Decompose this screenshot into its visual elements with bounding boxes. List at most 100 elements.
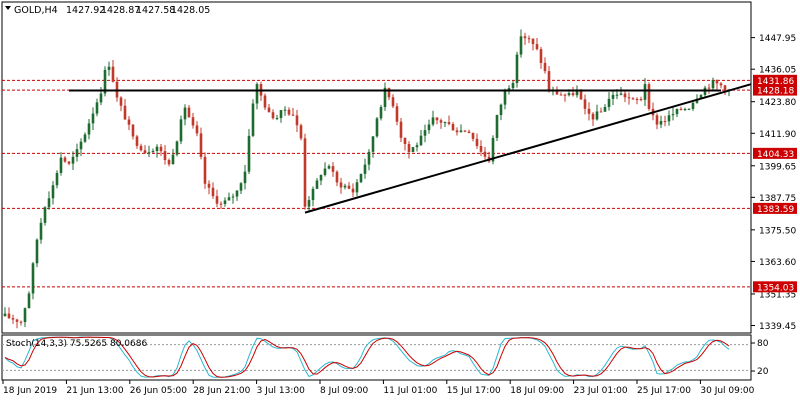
candle <box>667 110 671 126</box>
candle <box>523 32 527 45</box>
candle-body <box>327 166 331 169</box>
candle-body <box>443 122 447 124</box>
candle <box>7 307 11 320</box>
trendline-rising-support <box>304 89 730 214</box>
candle <box>207 180 211 195</box>
candle-body <box>231 196 235 198</box>
candle-body <box>407 143 411 152</box>
stoch-d-line <box>4 336 730 378</box>
candle <box>267 103 271 113</box>
time-tick-label: 25 Jul 17:00 <box>637 386 691 396</box>
candle-body <box>503 89 507 105</box>
candle-body <box>655 115 659 125</box>
candle <box>423 124 427 143</box>
candle <box>339 177 343 194</box>
candle-body <box>479 146 483 152</box>
candle <box>411 146 415 153</box>
candle-body <box>459 130 463 133</box>
candle <box>623 90 627 103</box>
stoch-level-80: 80 <box>757 339 769 349</box>
candle <box>239 182 243 194</box>
candle-body <box>23 308 27 323</box>
candle-body <box>235 190 239 197</box>
candle <box>203 152 207 189</box>
candle-body <box>227 197 231 201</box>
candle-body <box>299 125 303 139</box>
candle-body <box>663 121 667 123</box>
ohlc-low: 1427.58 <box>136 5 175 16</box>
candle-body <box>435 117 439 121</box>
candle <box>19 320 23 326</box>
candle-body <box>431 117 435 125</box>
candle-body <box>679 108 683 110</box>
candle <box>63 156 67 163</box>
candle <box>107 61 111 76</box>
candle-body <box>619 93 623 95</box>
candle <box>275 114 279 121</box>
candle-body <box>167 160 171 165</box>
time-axis: 18 Jun 2019 21 Jun 13:00 26 Jun 05:00 28 Ju… <box>2 380 755 396</box>
candle <box>395 103 399 126</box>
stochastic-label: Stoch(14,3,3) 75.5265 80.0686 <box>6 339 147 349</box>
candle <box>331 162 335 177</box>
price-tick-label: 1339.45 <box>759 322 796 332</box>
candle <box>87 119 91 140</box>
candle-body <box>195 125 199 134</box>
candle <box>199 127 203 160</box>
candle <box>355 178 359 197</box>
candle <box>371 136 375 158</box>
candle <box>139 143 143 152</box>
candle <box>643 78 647 107</box>
candle-body <box>643 84 647 100</box>
candle <box>443 121 447 128</box>
time-tick-label: 23 Jul 01:00 <box>574 386 628 396</box>
candle <box>503 88 507 110</box>
candle-body <box>51 185 55 199</box>
candle <box>707 83 711 94</box>
dropdown-arrow-icon[interactable] <box>5 6 11 10</box>
candle <box>307 196 311 213</box>
candle-body <box>687 108 691 110</box>
symbol-header: GOLD,H4 <box>14 5 58 16</box>
stoch-k-line <box>4 336 730 378</box>
candles <box>3 29 731 329</box>
candle-body <box>631 98 635 100</box>
candle-body <box>507 88 511 90</box>
candle-body <box>391 97 395 107</box>
candle-body <box>71 156 75 164</box>
candle <box>227 192 231 201</box>
candle <box>463 130 467 133</box>
candle <box>31 261 35 300</box>
candle <box>535 38 539 51</box>
candle-body <box>475 138 479 147</box>
candle <box>439 118 443 129</box>
candle-body <box>411 147 415 152</box>
candle-body <box>139 145 143 151</box>
candle-body <box>383 87 387 108</box>
price-tick-label: 1351.35 <box>759 290 796 300</box>
candle-body <box>27 293 31 309</box>
candle-body <box>307 200 311 207</box>
candle-body <box>599 111 603 113</box>
candle <box>599 107 603 113</box>
candle-body <box>199 133 203 157</box>
candle-body <box>707 87 711 89</box>
candle <box>711 77 715 92</box>
candle <box>631 97 635 100</box>
candle <box>639 96 643 102</box>
candle <box>447 115 451 126</box>
candle-body <box>295 115 299 126</box>
candle-body <box>535 44 539 50</box>
candle <box>323 162 327 177</box>
candle <box>635 97 639 105</box>
candle <box>179 115 183 145</box>
candle-body <box>99 93 103 103</box>
time-tick-label: 18 Jul 09:00 <box>510 386 564 396</box>
candle <box>35 238 39 268</box>
candle-body <box>671 114 675 116</box>
level-tag-label: 1354.03 <box>757 283 794 293</box>
candle <box>399 117 403 143</box>
candle-body <box>95 102 99 114</box>
